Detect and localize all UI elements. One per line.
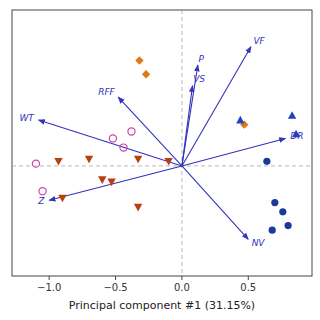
arrow-label: NV bbox=[252, 238, 266, 248]
point bbox=[288, 111, 296, 119]
point bbox=[269, 227, 276, 234]
point bbox=[135, 56, 143, 64]
x-axis: −1.0 −0.5 0.0 0.5 bbox=[37, 276, 256, 293]
loading-arrow bbox=[182, 47, 251, 166]
point bbox=[164, 158, 172, 166]
arrow-label: WT bbox=[19, 113, 35, 123]
loading-arrow bbox=[49, 166, 182, 200]
chart: WT RFF VS P VF DR NV Z −1.0 −0.5 0.0 0.5 Principal c… bbox=[0, 0, 320, 320]
point bbox=[120, 144, 127, 151]
point-series bbox=[54, 156, 173, 212]
tick-mark bbox=[49, 276, 50, 280]
point bbox=[271, 199, 278, 206]
arrows bbox=[39, 47, 286, 240]
loading-arrow bbox=[118, 97, 182, 166]
marks bbox=[12, 10, 312, 276]
point bbox=[32, 160, 39, 167]
tick-mark bbox=[115, 276, 116, 280]
tick-label: −0.5 bbox=[103, 282, 127, 293]
point bbox=[236, 116, 244, 124]
labels: WT RFF VS P VF DR NV Z bbox=[19, 36, 303, 248]
point bbox=[39, 188, 46, 195]
point bbox=[58, 195, 66, 203]
tick-label: −1.0 bbox=[37, 282, 61, 293]
tick-label: 0.0 bbox=[174, 282, 190, 293]
tick-mark bbox=[181, 276, 182, 280]
loading-arrow bbox=[182, 138, 286, 166]
point bbox=[109, 135, 116, 142]
point-series bbox=[263, 158, 291, 234]
reference-line bbox=[12, 165, 312, 166]
point bbox=[107, 179, 115, 187]
point-series bbox=[32, 128, 135, 195]
point bbox=[98, 176, 106, 184]
arrow-label: VF bbox=[253, 36, 265, 46]
reference-line bbox=[181, 10, 182, 276]
tick-label: 0.5 bbox=[240, 282, 256, 293]
point bbox=[285, 222, 292, 229]
point-series bbox=[135, 56, 248, 129]
point bbox=[128, 128, 135, 135]
arrow-label: P bbox=[199, 54, 205, 64]
point bbox=[85, 156, 93, 164]
arrow-label: VS bbox=[193, 74, 205, 84]
tick-mark bbox=[248, 276, 249, 280]
point bbox=[134, 204, 142, 212]
point bbox=[263, 158, 270, 165]
arrow-label: DR bbox=[290, 131, 303, 141]
arrow-label: RFF bbox=[98, 87, 115, 97]
plot-frame bbox=[12, 10, 312, 276]
point bbox=[142, 70, 150, 78]
arrow-label: Z bbox=[37, 196, 45, 206]
point bbox=[54, 158, 62, 166]
x-axis-label: Principal component #1 (31.15%) bbox=[69, 299, 255, 312]
point bbox=[279, 208, 286, 215]
loading-arrow bbox=[182, 166, 248, 239]
point bbox=[134, 156, 142, 164]
